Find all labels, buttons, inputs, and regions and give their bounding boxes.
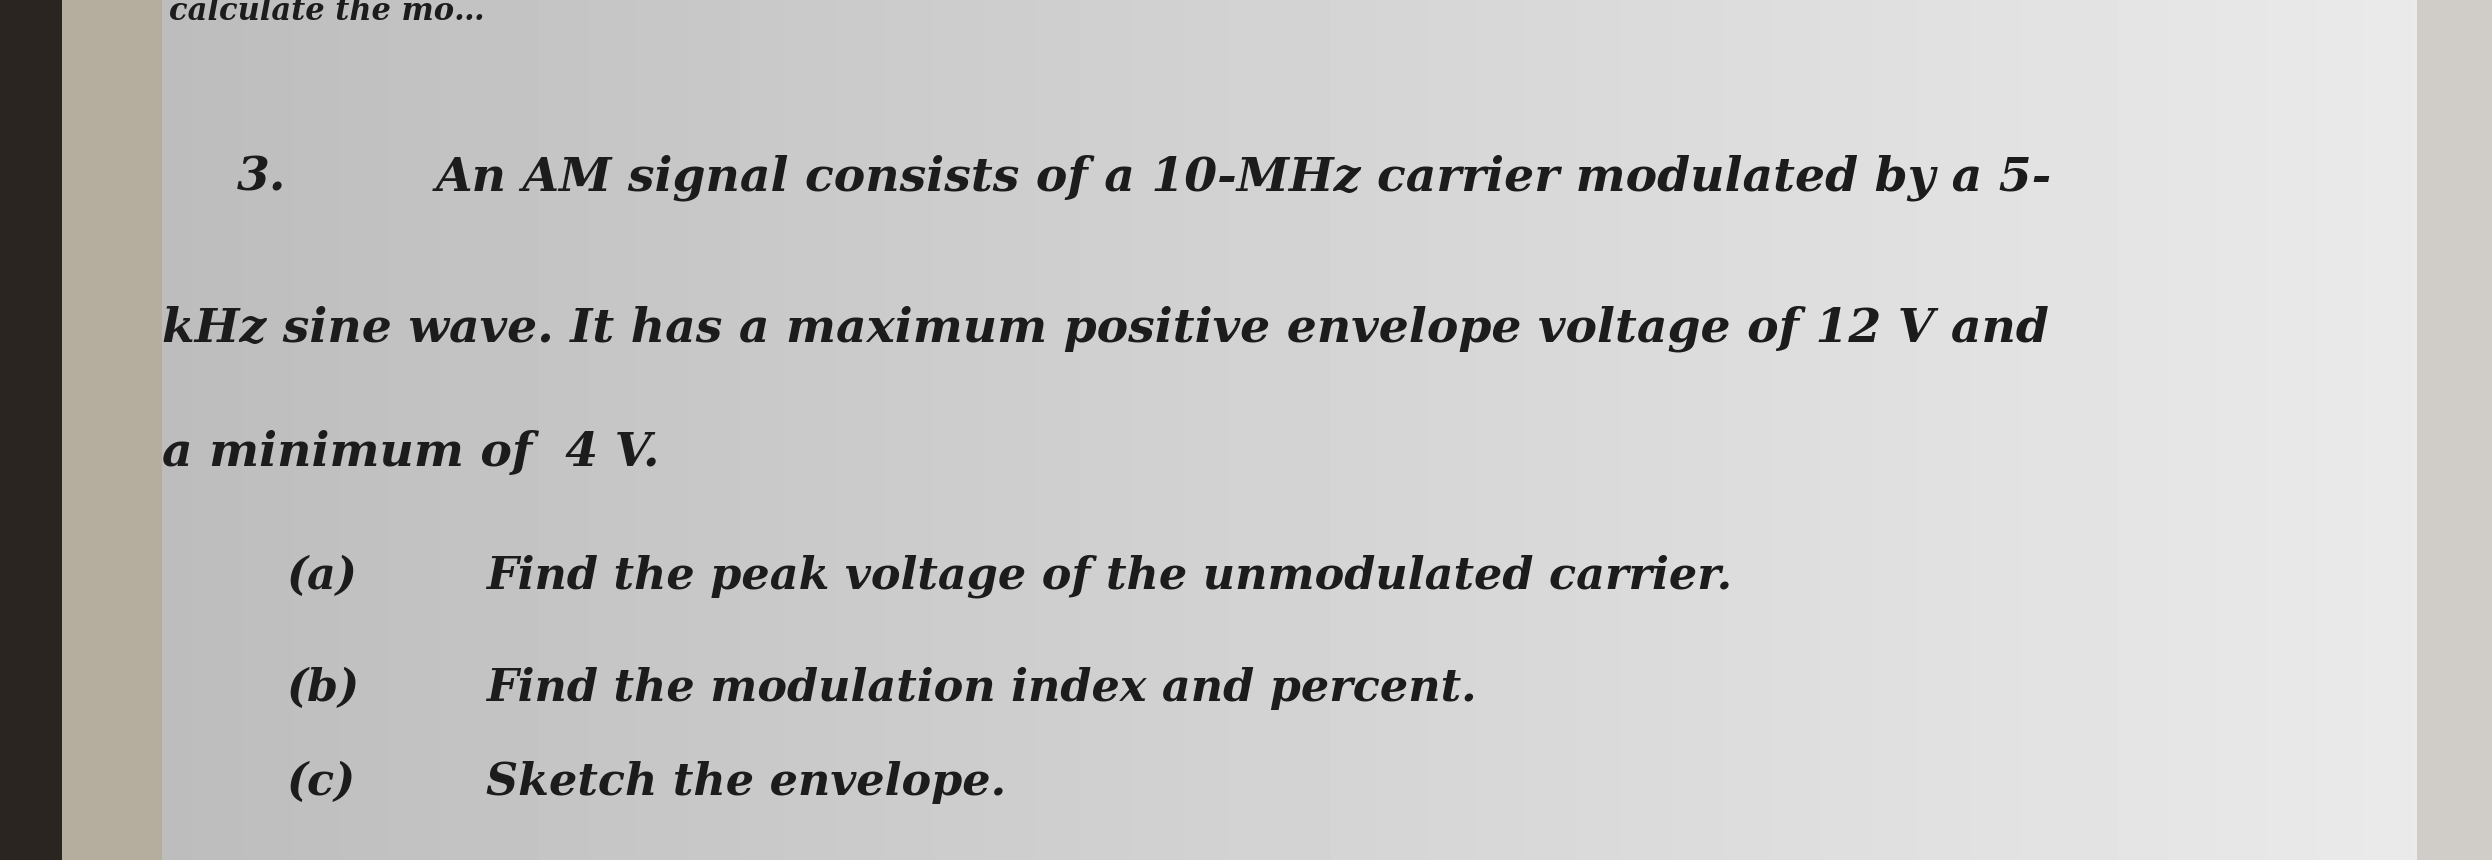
Bar bbox=[0, 0, 62, 860]
Bar bbox=[2417, 0, 2492, 860]
Text: An AM signal consists of a 10-MHz carrier modulated by a 5-: An AM signal consists of a 10-MHz carrie… bbox=[436, 155, 2053, 201]
Text: calculate the mo…: calculate the mo… bbox=[169, 0, 486, 27]
Text: Find the peak voltage of the unmodulated carrier.: Find the peak voltage of the unmodulated… bbox=[486, 555, 1732, 599]
Text: (b): (b) bbox=[287, 666, 359, 710]
Text: 3.: 3. bbox=[237, 155, 287, 200]
Text: a minimum of  4 V.: a minimum of 4 V. bbox=[162, 430, 660, 476]
Bar bbox=[62, 0, 162, 860]
Text: Find the modulation index and percent.: Find the modulation index and percent. bbox=[486, 666, 1478, 710]
Text: Sketch the envelope.: Sketch the envelope. bbox=[486, 761, 1007, 804]
Text: (c): (c) bbox=[287, 761, 356, 804]
Text: (a): (a) bbox=[287, 555, 356, 598]
Text: kHz sine wave. It has a maximum positive envelope voltage of 12 V and: kHz sine wave. It has a maximum positive… bbox=[162, 305, 2048, 352]
